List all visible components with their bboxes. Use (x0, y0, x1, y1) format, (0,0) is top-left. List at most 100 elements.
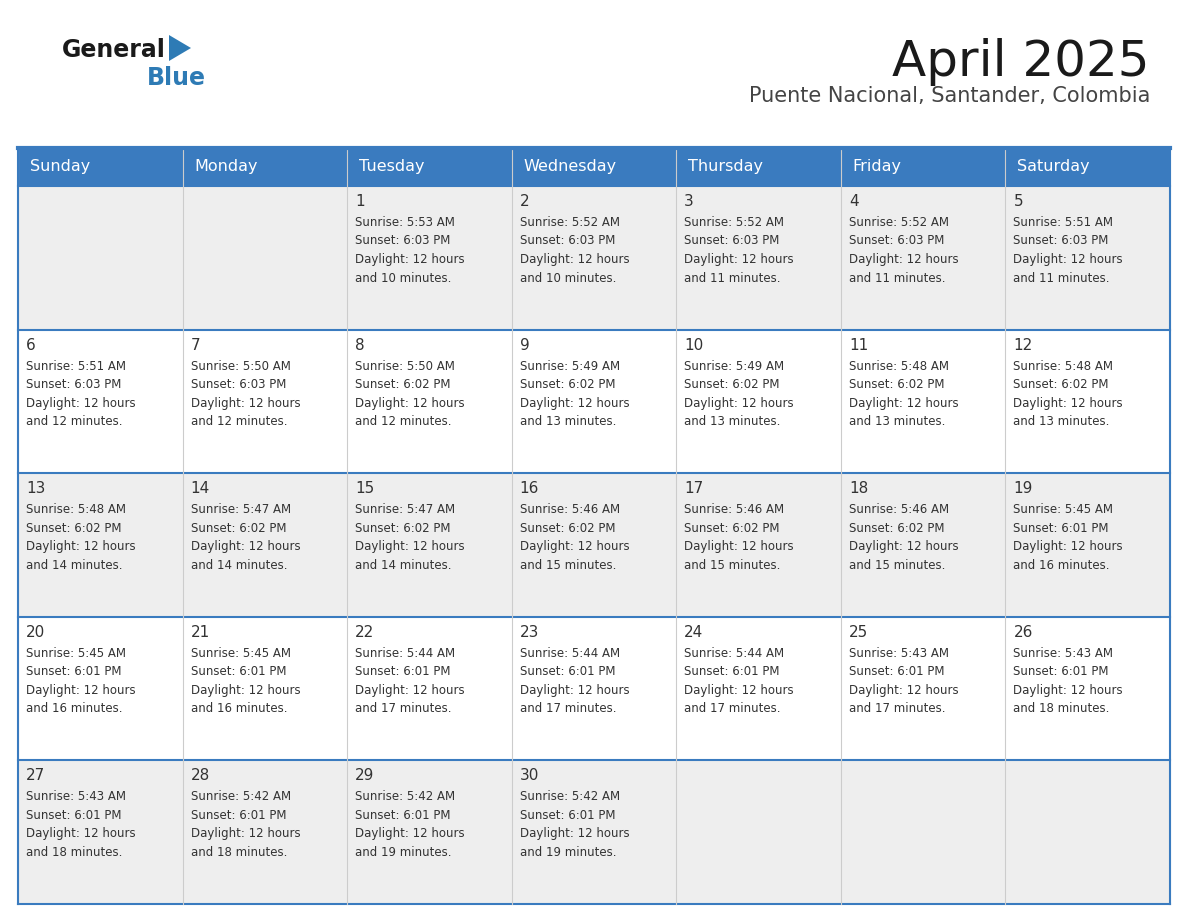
Text: 4: 4 (849, 194, 859, 209)
Text: Sunrise: 5:44 AM: Sunrise: 5:44 AM (519, 647, 620, 660)
Polygon shape (169, 35, 191, 61)
Text: and 15 minutes.: and 15 minutes. (849, 559, 946, 572)
Text: Daylight: 12 hours: Daylight: 12 hours (1013, 253, 1123, 266)
Text: Sunrise: 5:46 AM: Sunrise: 5:46 AM (849, 503, 949, 516)
Text: and 16 minutes.: and 16 minutes. (1013, 559, 1110, 572)
Text: 14: 14 (190, 481, 210, 497)
Text: and 13 minutes.: and 13 minutes. (519, 415, 617, 428)
Text: Blue: Blue (147, 66, 206, 90)
Text: Daylight: 12 hours: Daylight: 12 hours (519, 827, 630, 840)
Text: Sunset: 6:03 PM: Sunset: 6:03 PM (190, 378, 286, 391)
Text: Thursday: Thursday (688, 160, 763, 174)
Text: Daylight: 12 hours: Daylight: 12 hours (190, 540, 301, 554)
Bar (18, 186, 1170, 330)
Text: 29: 29 (355, 768, 374, 783)
Text: 6: 6 (26, 338, 36, 353)
Bar (18, 330, 1170, 473)
Text: Sunrise: 5:49 AM: Sunrise: 5:49 AM (684, 360, 784, 373)
Text: Sunrise: 5:52 AM: Sunrise: 5:52 AM (684, 216, 784, 229)
Text: Sunset: 6:02 PM: Sunset: 6:02 PM (849, 521, 944, 534)
Text: Daylight: 12 hours: Daylight: 12 hours (519, 253, 630, 266)
Text: 8: 8 (355, 338, 365, 353)
Text: Sunrise: 5:46 AM: Sunrise: 5:46 AM (684, 503, 784, 516)
Text: 30: 30 (519, 768, 539, 783)
Text: 18: 18 (849, 481, 868, 497)
Bar (18, 473, 1170, 617)
Bar (841, 148, 1005, 186)
Text: Monday: Monday (194, 160, 258, 174)
Text: Sunrise: 5:43 AM: Sunrise: 5:43 AM (849, 647, 949, 660)
Text: Sunday: Sunday (30, 160, 90, 174)
Text: Sunrise: 5:48 AM: Sunrise: 5:48 AM (1013, 360, 1113, 373)
Text: Sunrise: 5:47 AM: Sunrise: 5:47 AM (355, 503, 455, 516)
Text: and 10 minutes.: and 10 minutes. (519, 272, 617, 285)
Text: and 13 minutes.: and 13 minutes. (1013, 415, 1110, 428)
Text: Sunrise: 5:43 AM: Sunrise: 5:43 AM (26, 790, 126, 803)
Text: and 10 minutes.: and 10 minutes. (355, 272, 451, 285)
Text: 23: 23 (519, 625, 539, 640)
Text: Daylight: 12 hours: Daylight: 12 hours (355, 540, 465, 554)
Text: Daylight: 12 hours: Daylight: 12 hours (519, 397, 630, 409)
Text: April 2025: April 2025 (892, 38, 1150, 86)
Text: Daylight: 12 hours: Daylight: 12 hours (190, 397, 301, 409)
Text: and 12 minutes.: and 12 minutes. (355, 415, 451, 428)
Text: 10: 10 (684, 338, 703, 353)
Text: 25: 25 (849, 625, 868, 640)
Text: and 18 minutes.: and 18 minutes. (26, 845, 122, 859)
Text: Sunset: 6:02 PM: Sunset: 6:02 PM (849, 378, 944, 391)
Text: 28: 28 (190, 768, 210, 783)
Text: Sunset: 6:02 PM: Sunset: 6:02 PM (26, 521, 121, 534)
Text: Daylight: 12 hours: Daylight: 12 hours (684, 540, 794, 554)
Text: Daylight: 12 hours: Daylight: 12 hours (849, 397, 959, 409)
Text: and 13 minutes.: and 13 minutes. (849, 415, 946, 428)
Text: Sunset: 6:01 PM: Sunset: 6:01 PM (26, 666, 121, 678)
Text: Sunrise: 5:42 AM: Sunrise: 5:42 AM (519, 790, 620, 803)
Text: Sunrise: 5:44 AM: Sunrise: 5:44 AM (684, 647, 784, 660)
Text: Sunset: 6:02 PM: Sunset: 6:02 PM (355, 521, 450, 534)
Text: Sunset: 6:01 PM: Sunset: 6:01 PM (355, 666, 450, 678)
Text: and 18 minutes.: and 18 minutes. (1013, 702, 1110, 715)
Bar (18, 148, 183, 186)
Text: and 14 minutes.: and 14 minutes. (355, 559, 451, 572)
Text: Daylight: 12 hours: Daylight: 12 hours (190, 684, 301, 697)
Text: Sunrise: 5:45 AM: Sunrise: 5:45 AM (26, 647, 126, 660)
Text: Daylight: 12 hours: Daylight: 12 hours (849, 253, 959, 266)
Text: Sunrise: 5:49 AM: Sunrise: 5:49 AM (519, 360, 620, 373)
Text: 1: 1 (355, 194, 365, 209)
Text: 21: 21 (190, 625, 210, 640)
Text: Sunset: 6:01 PM: Sunset: 6:01 PM (684, 666, 779, 678)
Text: Sunrise: 5:52 AM: Sunrise: 5:52 AM (849, 216, 949, 229)
Text: and 12 minutes.: and 12 minutes. (26, 415, 122, 428)
Text: Sunrise: 5:48 AM: Sunrise: 5:48 AM (26, 503, 126, 516)
Text: 2: 2 (519, 194, 530, 209)
Text: and 17 minutes.: and 17 minutes. (849, 702, 946, 715)
Text: Sunset: 6:01 PM: Sunset: 6:01 PM (190, 809, 286, 822)
Text: Sunset: 6:01 PM: Sunset: 6:01 PM (519, 809, 615, 822)
Text: 7: 7 (190, 338, 201, 353)
Text: and 19 minutes.: and 19 minutes. (519, 845, 617, 859)
Text: Daylight: 12 hours: Daylight: 12 hours (190, 827, 301, 840)
Bar (183, 148, 347, 186)
Bar (676, 148, 841, 186)
Text: and 14 minutes.: and 14 minutes. (26, 559, 122, 572)
Bar (512, 148, 676, 186)
Text: 19: 19 (1013, 481, 1032, 497)
Text: 11: 11 (849, 338, 868, 353)
Text: and 11 minutes.: and 11 minutes. (684, 272, 781, 285)
Text: Sunset: 6:03 PM: Sunset: 6:03 PM (26, 378, 121, 391)
Text: Sunrise: 5:51 AM: Sunrise: 5:51 AM (26, 360, 126, 373)
Text: 17: 17 (684, 481, 703, 497)
Bar (18, 760, 1170, 904)
Text: Sunset: 6:03 PM: Sunset: 6:03 PM (849, 234, 944, 248)
Text: Daylight: 12 hours: Daylight: 12 hours (849, 684, 959, 697)
Text: Sunset: 6:03 PM: Sunset: 6:03 PM (684, 234, 779, 248)
Text: and 17 minutes.: and 17 minutes. (355, 702, 451, 715)
Text: 16: 16 (519, 481, 539, 497)
Text: and 14 minutes.: and 14 minutes. (190, 559, 287, 572)
Text: 9: 9 (519, 338, 530, 353)
Text: Daylight: 12 hours: Daylight: 12 hours (355, 684, 465, 697)
Text: Sunset: 6:01 PM: Sunset: 6:01 PM (1013, 521, 1108, 534)
Text: Sunset: 6:01 PM: Sunset: 6:01 PM (849, 666, 944, 678)
Text: Sunset: 6:01 PM: Sunset: 6:01 PM (1013, 666, 1108, 678)
Text: Daylight: 12 hours: Daylight: 12 hours (519, 684, 630, 697)
